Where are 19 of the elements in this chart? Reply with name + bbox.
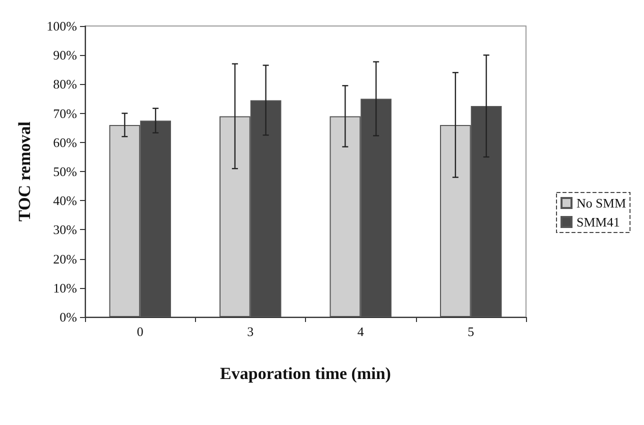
y-tick-label: 10% [53, 280, 78, 296]
y-tick-label: 50% [53, 164, 78, 179]
y-tick-label: 80% [53, 76, 78, 92]
y-tick-label: 60% [53, 134, 78, 150]
y-tick-label: 100% [46, 18, 78, 34]
x-tick-label: 0 [136, 324, 144, 339]
x-tick-label: 4 [357, 324, 364, 339]
x-axis-title: Evaporation time (min) [220, 364, 391, 383]
y-tick-label: 40% [53, 193, 78, 208]
y-axis-title: TOC removal [15, 121, 34, 222]
y-tick-label: 90% [53, 48, 78, 63]
y-tick-label: 30% [53, 222, 78, 238]
x-tick-label: 5 [468, 324, 474, 339]
y-tick-label: 70% [53, 106, 78, 121]
y-tick-label: 0% [60, 310, 78, 324]
legend-label: No SMM [576, 196, 626, 210]
y-tick-label: 20% [53, 251, 78, 266]
legend-label: SMM41 [576, 214, 620, 230]
x-tick-label: 3 [247, 324, 254, 339]
